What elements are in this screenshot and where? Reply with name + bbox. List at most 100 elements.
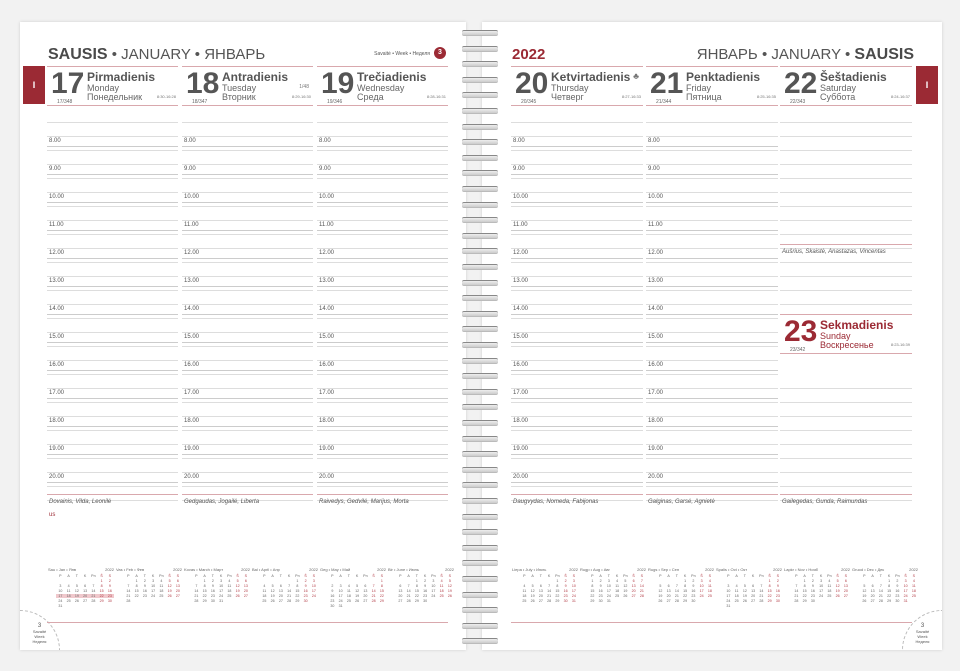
writing-line[interactable] xyxy=(182,444,313,445)
writing-line[interactable] xyxy=(182,500,313,501)
writing-line[interactable] xyxy=(182,430,313,431)
writing-line[interactable] xyxy=(780,276,912,277)
writing-line[interactable] xyxy=(511,304,643,305)
writing-line[interactable] xyxy=(317,458,448,459)
writing-line[interactable] xyxy=(780,234,912,235)
mini-calendar[interactable]: Lapkr • Nov • Нояб 2022 P A T K Pn Š S 1 2 3 4 5 6 7 8 9 1… xyxy=(784,567,850,603)
writing-line[interactable] xyxy=(182,276,313,277)
writing-line[interactable] xyxy=(47,360,178,361)
writing-line[interactable] xyxy=(511,360,643,361)
writing-line[interactable] xyxy=(780,220,912,221)
writing-line[interactable] xyxy=(780,430,912,431)
writing-line[interactable] xyxy=(317,122,448,123)
writing-line[interactable] xyxy=(47,248,178,249)
writing-line[interactable] xyxy=(182,150,313,151)
mini-calendar[interactable]: Spalis • Oct • Окт 2022 P A T K Pn Š S 1 2 3 4 5 6 7 8 9 1… xyxy=(716,567,782,608)
week-corner[interactable]: 3 Savaitė Week Неделя xyxy=(20,610,60,650)
writing-line[interactable] xyxy=(646,332,778,333)
writing-line[interactable] xyxy=(182,136,313,137)
writing-line[interactable] xyxy=(47,486,178,487)
writing-line[interactable] xyxy=(317,360,448,361)
writing-line[interactable] xyxy=(47,444,178,445)
writing-line[interactable] xyxy=(780,444,912,445)
mini-calendar[interactable]: Bal • April • Апр 2022 P A T K Pn Š S 1 2 3 4 5 6 7 8 9 10… xyxy=(252,567,318,603)
writing-line[interactable] xyxy=(47,290,178,291)
writing-line[interactable] xyxy=(646,248,778,249)
mini-calendar[interactable]: Rugp • Aug • Авг 2022 P A T K Pn Š S 1 2 3 4 5 6 7 8 9 10 1… xyxy=(580,567,646,603)
writing-line[interactable] xyxy=(317,374,448,375)
month-tab[interactable]: I xyxy=(23,66,45,104)
writing-line[interactable] xyxy=(317,318,448,319)
writing-line[interactable] xyxy=(317,220,448,221)
writing-line[interactable] xyxy=(317,290,448,291)
writing-line[interactable] xyxy=(646,290,778,291)
writing-line[interactable] xyxy=(780,164,912,165)
writing-line[interactable] xyxy=(182,220,313,221)
writing-line[interactable] xyxy=(780,262,912,263)
writing-line[interactable] xyxy=(780,136,912,137)
writing-line[interactable] xyxy=(511,346,643,347)
writing-line[interactable] xyxy=(780,486,912,487)
writing-line[interactable] xyxy=(182,192,313,193)
writing-line[interactable] xyxy=(646,388,778,389)
writing-line[interactable] xyxy=(317,192,448,193)
writing-line[interactable] xyxy=(780,472,912,473)
writing-line[interactable] xyxy=(317,178,448,179)
writing-line[interactable] xyxy=(47,276,178,277)
writing-line[interactable] xyxy=(646,178,778,179)
mini-calendar[interactable]: Rugs • Sep • Сен 2022 P A T K Pn Š S 1 2 3 4 5 6 7 8 9 10 1… xyxy=(648,567,714,603)
writing-line[interactable] xyxy=(780,248,912,249)
writing-line[interactable] xyxy=(780,304,912,305)
mini-calendar[interactable]: Bir • June • Июнь 2022 P A T K Pn Š S 1 2 3 4 5 6 7 8 9 10… xyxy=(388,567,454,603)
writing-line[interactable] xyxy=(47,346,178,347)
writing-line[interactable] xyxy=(646,374,778,375)
writing-line[interactable] xyxy=(511,332,643,333)
writing-line[interactable] xyxy=(182,178,313,179)
writing-line[interactable] xyxy=(511,318,643,319)
writing-line[interactable] xyxy=(511,276,643,277)
writing-line[interactable] xyxy=(780,402,912,403)
writing-line[interactable] xyxy=(646,150,778,151)
writing-line[interactable] xyxy=(47,192,178,193)
writing-line[interactable] xyxy=(511,262,643,263)
writing-line[interactable] xyxy=(646,346,778,347)
writing-line[interactable] xyxy=(317,304,448,305)
writing-line[interactable] xyxy=(317,472,448,473)
writing-line[interactable] xyxy=(47,318,178,319)
writing-line[interactable] xyxy=(47,136,178,137)
writing-line[interactable] xyxy=(317,388,448,389)
writing-line[interactable] xyxy=(780,458,912,459)
writing-line[interactable] xyxy=(511,192,643,193)
mini-calendar[interactable]: Liepa • July • Июль 2022 P A T K Pn Š S 1 2 3 4 5 6 7 8 9… xyxy=(512,567,578,603)
writing-line[interactable] xyxy=(511,220,643,221)
writing-line[interactable] xyxy=(511,458,643,459)
writing-line[interactable] xyxy=(182,360,313,361)
writing-line[interactable] xyxy=(182,374,313,375)
writing-line[interactable] xyxy=(47,430,178,431)
writing-line[interactable] xyxy=(317,164,448,165)
writing-line[interactable] xyxy=(780,416,912,417)
writing-line[interactable] xyxy=(317,332,448,333)
writing-line[interactable] xyxy=(511,486,643,487)
writing-line[interactable] xyxy=(182,416,313,417)
writing-line[interactable] xyxy=(182,402,313,403)
writing-line[interactable] xyxy=(511,206,643,207)
writing-line[interactable] xyxy=(646,234,778,235)
writing-line[interactable] xyxy=(182,486,313,487)
writing-line[interactable] xyxy=(646,192,778,193)
month-tab[interactable]: I xyxy=(916,66,938,104)
writing-line[interactable] xyxy=(47,164,178,165)
writing-line[interactable] xyxy=(182,164,313,165)
writing-line[interactable] xyxy=(182,234,313,235)
writing-line[interactable] xyxy=(317,206,448,207)
mini-calendar[interactable]: Kovas • March • Март 2022 P A T K Pn Š S 1 2 3 4 5 6 7 8… xyxy=(184,567,250,603)
writing-line[interactable] xyxy=(646,416,778,417)
writing-line[interactable] xyxy=(317,346,448,347)
writing-line[interactable] xyxy=(511,290,643,291)
writing-line[interactable] xyxy=(47,304,178,305)
writing-line[interactable] xyxy=(317,276,448,277)
writing-line[interactable] xyxy=(511,150,643,151)
writing-line[interactable] xyxy=(182,388,313,389)
mini-calendar[interactable]: Vas • Feb • Фев 2022 P A T K Pn Š S 1 2 3 4 5 6 7 8 9 10 11… xyxy=(116,567,182,603)
writing-line[interactable] xyxy=(182,472,313,473)
